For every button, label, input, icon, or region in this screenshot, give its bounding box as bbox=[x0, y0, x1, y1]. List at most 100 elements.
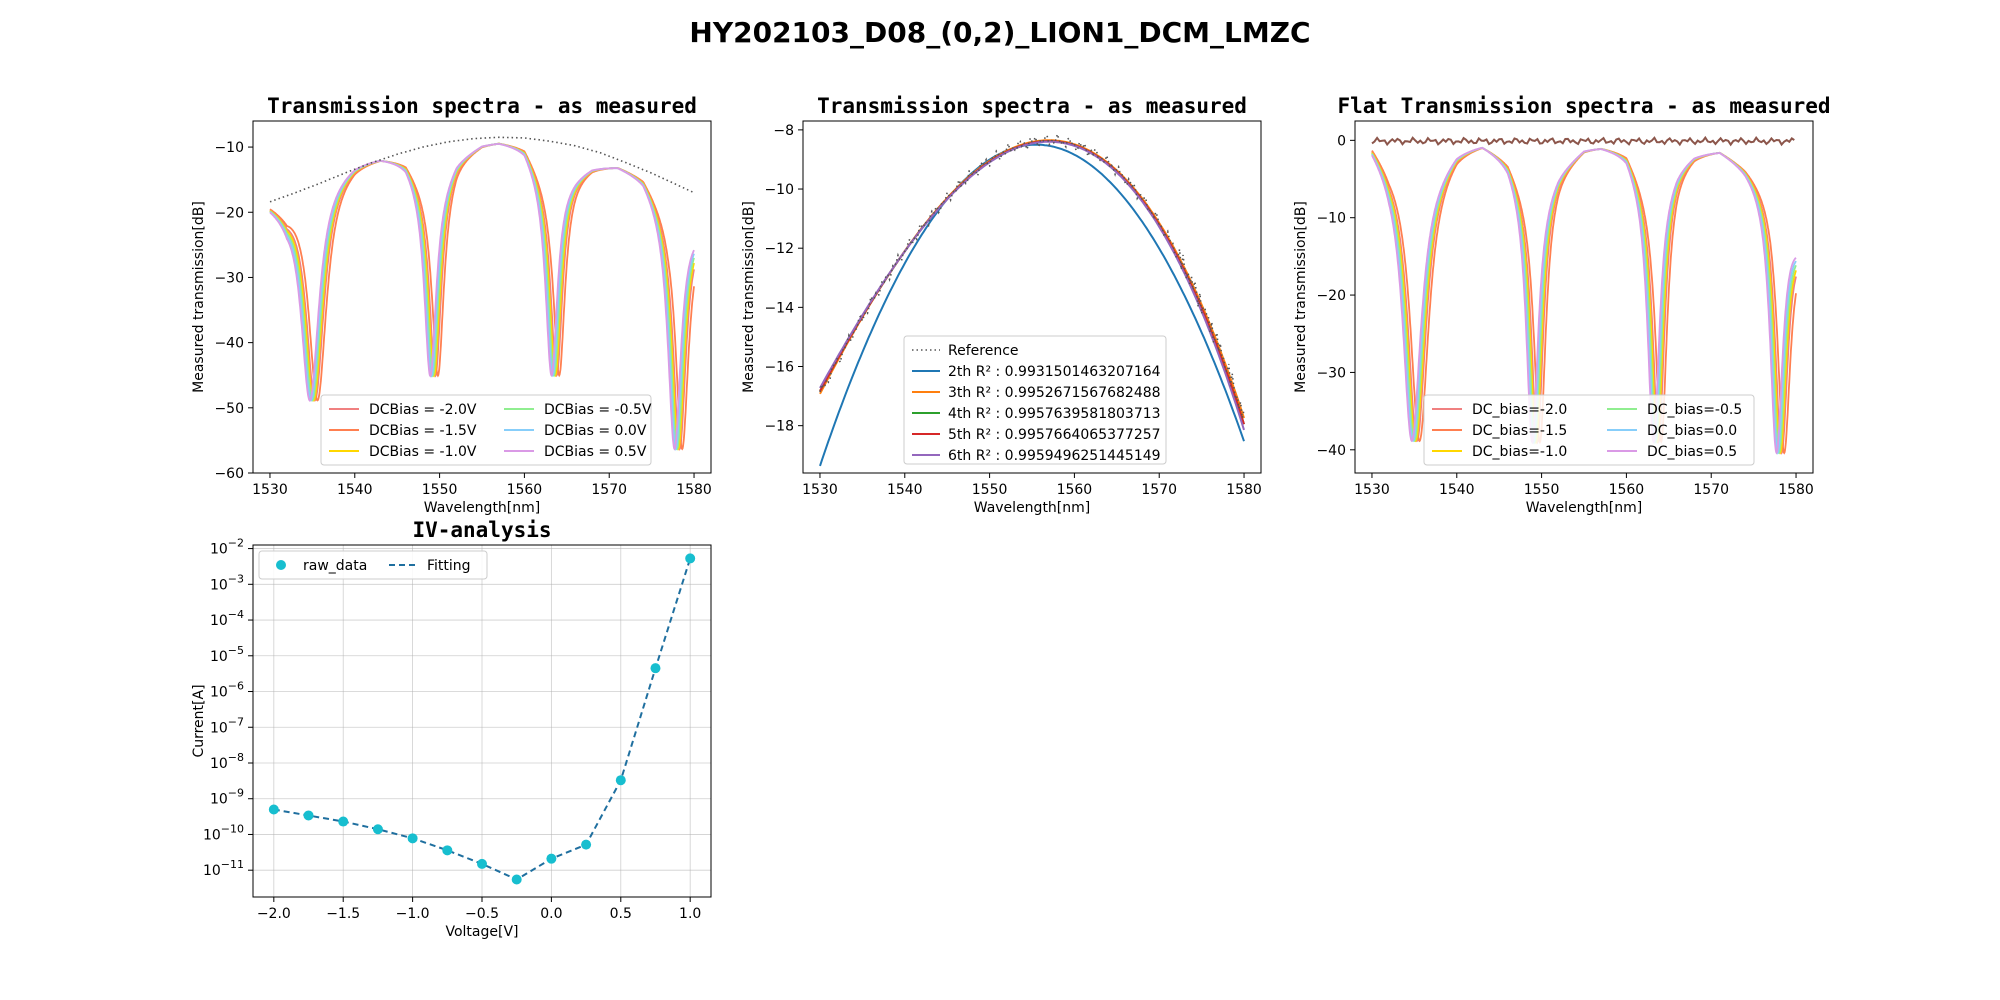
p1-xtick-label: 1570 bbox=[591, 482, 627, 498]
figure-title: HY202103_D08_(0,2)_LION1_DCM_LMZC bbox=[689, 16, 1310, 49]
p2-legend-label: 4th R² : 0.9957639581803713 bbox=[948, 406, 1161, 422]
p3-ylabel: Measured transmission[dB] bbox=[1293, 201, 1309, 393]
p4-data-point bbox=[511, 874, 522, 885]
p3-ytick-label: −20 bbox=[1316, 288, 1346, 304]
p3-ytick-label: −10 bbox=[1316, 211, 1346, 227]
p3-legend-label: DC_bias=-1.0 bbox=[1472, 444, 1567, 460]
p3-xtick-label: 1580 bbox=[1778, 482, 1814, 498]
p2-legend-box bbox=[903, 335, 1167, 465]
p2-axes: Transmission spectra - as measured 1530 15… bbox=[741, 94, 1262, 516]
p4-xtick-label: −1.5 bbox=[326, 906, 360, 922]
p1-ytick-label: −50 bbox=[214, 401, 244, 417]
p2-title: Transmission spectra - as measured bbox=[817, 94, 1247, 118]
p3-legend-box bbox=[1423, 394, 1755, 466]
p2-legend-label: 2th R² : 0.9931501463207164 bbox=[948, 364, 1161, 380]
p1-legend-label: DCBias = -1.0V bbox=[369, 444, 477, 460]
p2-ytick-label: −8 bbox=[773, 123, 794, 139]
p3-frame bbox=[1354, 120, 1814, 474]
p2-reference-line bbox=[819, 131, 1245, 419]
p2-legend: Reference 2th R² : 0.9931501463207164 3th … bbox=[903, 335, 1167, 465]
p1-legend-box bbox=[320, 394, 652, 466]
p4-ytick-label: 10−8 bbox=[210, 751, 244, 772]
p2-fit-line bbox=[819, 140, 1245, 431]
p2-xtick-label: 1530 bbox=[802, 482, 838, 498]
p3-legend-label: DC_bias=-0.5 bbox=[1647, 402, 1742, 418]
p1-xtick-label: 1530 bbox=[252, 482, 288, 498]
p3-xtick-label: 1560 bbox=[1609, 482, 1645, 498]
p3-legend-label: DC_bias=-1.5 bbox=[1472, 423, 1567, 439]
p4-data-point bbox=[442, 845, 453, 856]
p3-plot-area bbox=[1371, 135, 1797, 455]
p1-legend-label: DCBias = 0.0V bbox=[544, 423, 647, 439]
p1-legend-label: DCBias = -0.5V bbox=[544, 402, 652, 418]
p4-xtick-label: −2.0 bbox=[257, 906, 291, 922]
p4-xtick-label: 0.5 bbox=[610, 906, 632, 922]
p2-fit-line bbox=[819, 143, 1245, 467]
p2-xlabel: Wavelength[nm] bbox=[974, 500, 1090, 516]
p2-legend-label: 3th R² : 0.9952671567682488 bbox=[948, 385, 1161, 401]
p4-data-point bbox=[546, 853, 557, 864]
p1-title: Transmission spectra - as measured bbox=[267, 94, 697, 118]
p3-legend: DC_bias=-2.0 DC_bias=-1.5 DC_bias=-1.0 DC_b… bbox=[1423, 394, 1755, 466]
p4-ylabel: Current[A] bbox=[191, 684, 207, 757]
p3-axes: Flat Transmission spectra - as measured 1… bbox=[1293, 94, 1831, 516]
p2-legend-label: 6th R² : 0.9959496251445149 bbox=[948, 448, 1161, 464]
p4-ytick-label: 10−5 bbox=[210, 644, 244, 665]
p4-data-point bbox=[615, 775, 626, 786]
p2-frame bbox=[802, 120, 1262, 474]
p2-ytick-label: −10 bbox=[764, 182, 794, 198]
p2-xtick-label: 1540 bbox=[887, 482, 923, 498]
p4-xtick-label: 1.0 bbox=[679, 906, 701, 922]
p4-legend: raw_data Fitting bbox=[258, 550, 488, 580]
p4-data-point bbox=[477, 858, 487, 869]
p3-series-line bbox=[1371, 146, 1797, 455]
p4-data-point bbox=[338, 816, 349, 827]
p4-ytick-label: 10−7 bbox=[210, 715, 244, 736]
p1-legend: DCBias = -2.0V DCBias = -1.5V DCBias = -1.… bbox=[320, 394, 652, 466]
p3-xtick-label: 1570 bbox=[1693, 482, 1729, 498]
p1-ytick-label: −20 bbox=[214, 205, 244, 221]
p4-ytick-label: 10−6 bbox=[210, 680, 244, 701]
p3-legend-label: DC_bias=0.5 bbox=[1647, 444, 1737, 460]
p3-ytick-label: −30 bbox=[1316, 365, 1346, 381]
p1-xtick-label: 1580 bbox=[676, 482, 712, 498]
p4-ytick-label: 10−9 bbox=[210, 787, 244, 808]
p1-ytick-label: −30 bbox=[214, 270, 244, 286]
p2-ytick-label: −12 bbox=[764, 241, 794, 257]
p4-data-point bbox=[372, 824, 383, 835]
p1-legend-label: DCBias = -2.0V bbox=[369, 402, 477, 418]
p1-xtick-label: 1550 bbox=[422, 482, 458, 498]
p2-ylabel: Measured transmission[dB] bbox=[741, 201, 757, 393]
p2-xtick-label: 1550 bbox=[972, 482, 1008, 498]
p3-xlabel: Wavelength[nm] bbox=[1526, 500, 1642, 516]
p3-xtick-label: 1530 bbox=[1354, 482, 1390, 498]
p4-title: IV-analysis bbox=[412, 518, 551, 542]
p1-ytick-label: −10 bbox=[214, 140, 244, 156]
p4-xtick-label: −1.0 bbox=[396, 906, 430, 922]
p4-data-point bbox=[268, 804, 279, 815]
p1-plot-area bbox=[269, 136, 695, 451]
p1-ytick-label: −60 bbox=[214, 466, 244, 482]
p4-xtick-label: 0.0 bbox=[540, 906, 562, 922]
p3-ytick-label: 0 bbox=[1337, 133, 1346, 149]
p1-xtick-label: 1560 bbox=[507, 482, 543, 498]
p4-data-point bbox=[303, 810, 314, 821]
p3-legend-label: DC_bias=-2.0 bbox=[1472, 402, 1567, 418]
p2-xtick-label: 1560 bbox=[1057, 482, 1093, 498]
p4-legend-box bbox=[258, 550, 488, 580]
p2-ytick-label: −14 bbox=[764, 300, 794, 316]
p2-legend-label: 5th R² : 0.9957664065377257 bbox=[948, 427, 1161, 443]
p2-legend-label: Reference bbox=[948, 343, 1019, 359]
panels-layer: Transmission spectra - as measured 1530 15… bbox=[191, 94, 1831, 940]
p2-xtick-label: 1580 bbox=[1226, 482, 1262, 498]
p3-xtick-label: 1550 bbox=[1524, 482, 1560, 498]
p2-ytick-label: −18 bbox=[764, 419, 794, 435]
p4-xlabel: Voltage[V] bbox=[445, 924, 518, 940]
p1-frame bbox=[252, 120, 712, 474]
p4-ytick-label: 10−3 bbox=[210, 572, 244, 593]
p1-ytick-label: −40 bbox=[214, 336, 244, 352]
p3-title: Flat Transmission spectra - as measured bbox=[1337, 94, 1830, 118]
p4-data-point bbox=[407, 833, 418, 844]
p4-data-point bbox=[581, 839, 592, 850]
